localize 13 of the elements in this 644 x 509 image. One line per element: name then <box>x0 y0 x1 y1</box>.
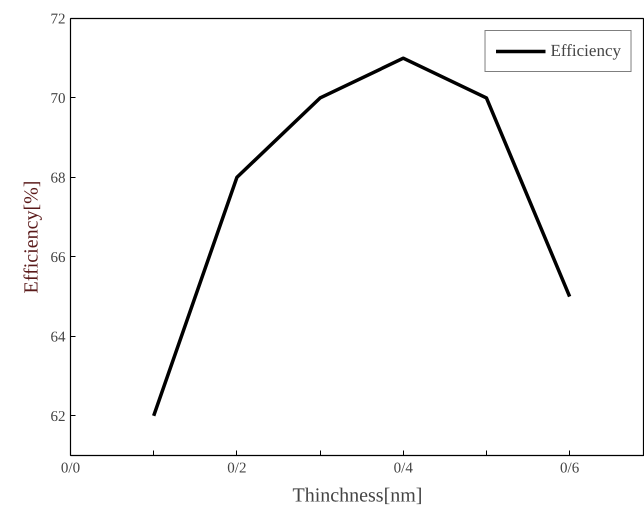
y-tick-label: 64 <box>50 329 66 346</box>
x-tick-label: 0/2 <box>227 460 246 476</box>
y-tick-label: 70 <box>50 90 66 107</box>
y-tick-label: 62 <box>50 408 66 425</box>
y-tick-label: 72 <box>50 12 66 28</box>
x-tick-label: 0/6 <box>560 460 580 476</box>
y-tick-label: 68 <box>50 170 66 186</box>
x-tick-label: 0/4 <box>394 460 414 476</box>
legend-label: Efficiency <box>550 41 621 61</box>
y-tick-label: 66 <box>50 250 66 266</box>
y-axis-title: Efficiency[%] <box>20 180 42 294</box>
x-axis-title: Thinchness[nm] <box>292 484 422 506</box>
x-tick-label: 0/0 <box>60 460 80 476</box>
